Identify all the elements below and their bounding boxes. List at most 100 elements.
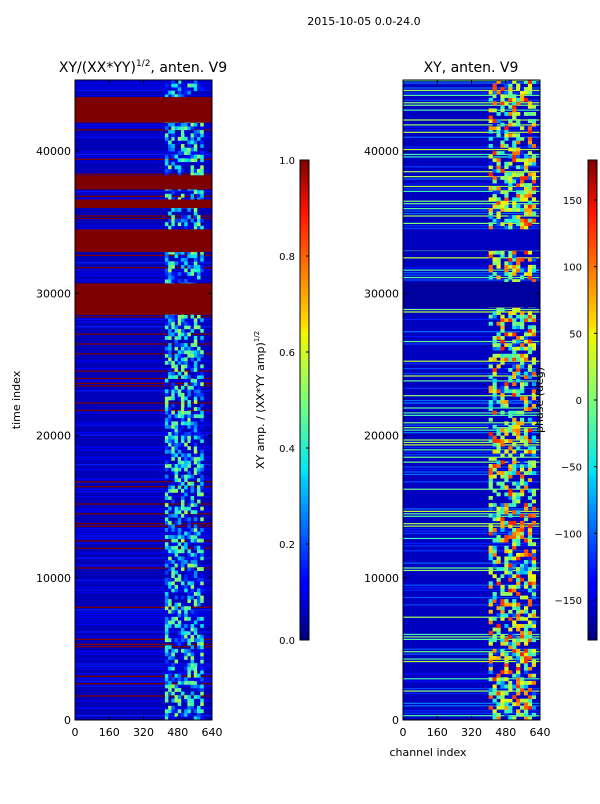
heatmap-cell [488, 208, 493, 212]
heatmap-cell [516, 172, 521, 177]
heatmap-cell [516, 677, 521, 682]
heatmap-cell [164, 432, 169, 436]
heatmap-streak [403, 441, 540, 444]
heatmap-cell [193, 407, 198, 411]
heatmap-cell [523, 318, 529, 323]
heatmap-cell [190, 328, 195, 333]
heatmap-cell [523, 90, 529, 95]
heatmap-cell [190, 154, 195, 159]
heatmap-cell [504, 101, 509, 106]
heatmap-cell [492, 634, 497, 639]
heatmap-cell [171, 208, 175, 212]
heatmap-streak [403, 269, 540, 271]
heatmap-cell [508, 556, 513, 561]
heatmap-cell [496, 560, 501, 564]
heatmap-cell [508, 520, 513, 525]
heatmap-cell [164, 314, 169, 319]
heatmap-cell [508, 368, 513, 372]
heatmap-cell [488, 503, 493, 507]
heatmap-cell [520, 560, 525, 564]
heatmap-cell [193, 471, 198, 475]
heatmap-streak [403, 446, 540, 448]
heatmap-cell [523, 503, 529, 507]
heatmap-streak [75, 368, 212, 370]
heatmap-cell [164, 577, 169, 582]
heatmap-cell [496, 119, 501, 123]
colorbar-tick-label: 0 [576, 396, 582, 407]
heatmap-cell [492, 151, 497, 155]
heatmap-cell [512, 492, 517, 497]
heatmap-streak [403, 523, 540, 525]
heatmap-cell [174, 432, 179, 436]
heatmap-cell [508, 645, 513, 650]
heatmap-cell [523, 225, 529, 230]
heatmap-cell [504, 659, 509, 664]
heatmap-streak [403, 429, 540, 431]
heatmap-cell [164, 545, 169, 550]
heatmap-cell [200, 624, 204, 628]
heatmap-cell [523, 435, 529, 440]
heatmap-streak [75, 129, 212, 131]
heatmap-cell [496, 613, 501, 618]
heatmap-cell [492, 314, 497, 319]
heatmap-streak [75, 564, 212, 567]
heatmap-cell [500, 87, 505, 91]
heatmap-cell [523, 570, 529, 575]
heatmap-cell [171, 574, 175, 579]
heatmap-streak [75, 631, 212, 633]
heatmap-cell [177, 641, 182, 646]
heatmap-cell [508, 513, 513, 518]
heatmap-cell [197, 435, 201, 440]
heatmap-cell [492, 716, 497, 720]
heatmap-cell [520, 492, 525, 497]
heatmap-cell [520, 158, 525, 163]
heatmap-cell [516, 567, 521, 571]
heatmap-streak [403, 616, 540, 618]
heatmap-cell [168, 279, 172, 283]
heatmap-cell [168, 122, 172, 127]
heatmap-cell [512, 702, 517, 707]
heatmap-cell [168, 492, 172, 497]
heatmap-cell [174, 538, 179, 543]
heatmap-cell [193, 524, 198, 529]
heatmap-cell [190, 83, 195, 88]
heatmap-cell [171, 424, 175, 429]
heatmap-cell [164, 396, 169, 401]
heatmap-cell [190, 684, 195, 689]
heatmap-streak [403, 456, 540, 458]
heatmap-cell [180, 151, 185, 155]
heatmap-cell [527, 396, 533, 401]
heatmap-cell [164, 464, 169, 468]
heatmap-cell [496, 513, 501, 518]
heatmap-cell [180, 624, 185, 628]
heatmap-cell [168, 360, 172, 365]
heatmap-cell [177, 208, 182, 212]
heatmap-cell [531, 556, 537, 561]
heatmap-streak [403, 468, 540, 471]
heatmap-cell [516, 101, 521, 106]
heatmap-cell [516, 222, 521, 227]
heatmap-cell [197, 193, 201, 198]
heatmap-cell [184, 90, 188, 95]
heatmap-cell [171, 620, 175, 625]
heatmap-cell [190, 560, 195, 564]
heatmap-cell [512, 172, 517, 177]
heatmap-cell [496, 517, 501, 522]
heatmap-cell [200, 485, 204, 490]
heatmap-cell [171, 421, 175, 426]
heatmap-cell [171, 656, 175, 660]
heatmap-cell [180, 126, 185, 131]
heatmap-cell [187, 592, 191, 596]
heatmap-cell [164, 698, 169, 703]
heatmap-cell [200, 481, 204, 486]
heatmap-cell [527, 705, 533, 710]
heatmap-cell [520, 616, 525, 621]
heatmap-cell [171, 648, 175, 653]
heatmap-cell [504, 382, 509, 387]
heatmap-cell [177, 272, 182, 276]
heatmap-cell [512, 215, 517, 219]
heatmap-cell [531, 112, 537, 116]
heatmap-cell [527, 350, 533, 355]
heatmap-cell [512, 332, 517, 337]
heatmap-cell [500, 129, 505, 134]
